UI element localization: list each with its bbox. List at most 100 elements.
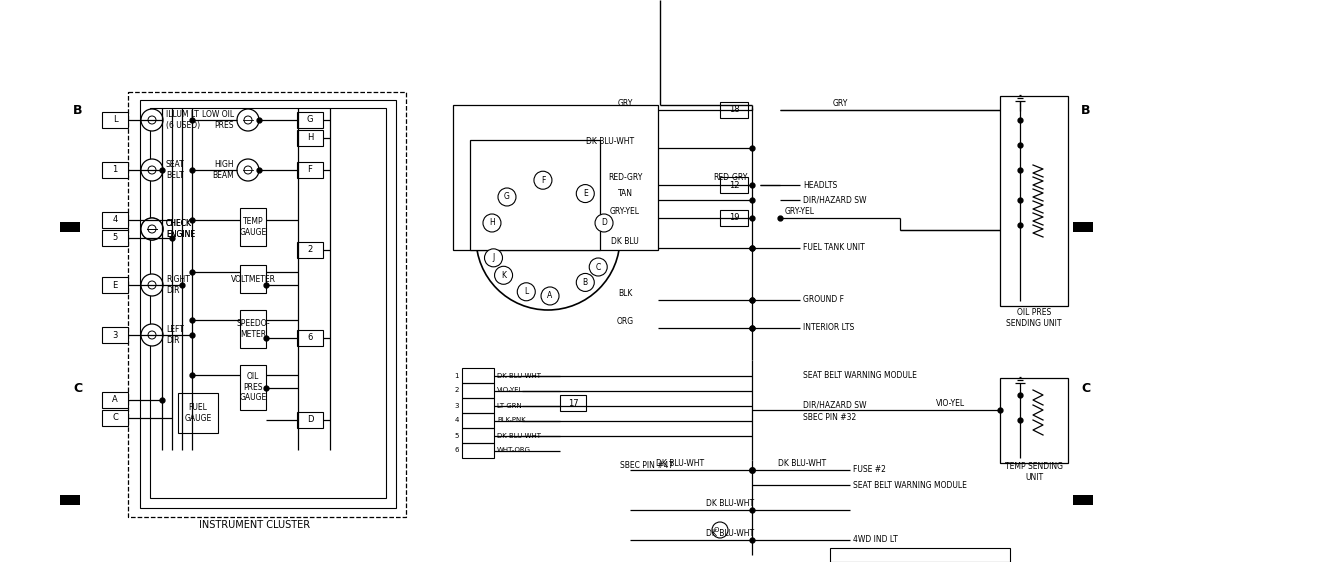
Text: D: D	[307, 415, 313, 424]
Text: C: C	[112, 414, 117, 423]
Text: WHT-ORG: WHT-ORG	[497, 447, 531, 454]
Text: GRY-YEL: GRY-YEL	[611, 206, 640, 215]
Bar	[240, 365, 267, 410]
Bar	[830, 548, 1010, 562]
Text: C: C	[596, 262, 601, 271]
Text: DK BLU-WHT: DK BLU-WHT	[778, 459, 826, 468]
Text: 19: 19	[729, 214, 740, 223]
Text: SBEC PIN #47: SBEC PIN #47	[620, 460, 673, 469]
Circle shape	[148, 166, 156, 174]
Text: VIO-YEL: VIO-YEL	[936, 398, 965, 407]
Text: DK BLU-WHT: DK BLU-WHT	[706, 498, 754, 507]
Circle shape	[535, 171, 552, 189]
Bar	[103, 410, 128, 426]
Text: SEAT
BELT: SEAT BELT	[167, 160, 185, 180]
Text: B: B	[73, 103, 83, 116]
Bar	[140, 100, 396, 508]
Bar	[1000, 96, 1068, 306]
Text: CHECK
ENGINE: CHECK ENGINE	[167, 219, 195, 239]
Circle shape	[148, 116, 156, 124]
Text: TEMP
GAUGE: TEMP GAUGE	[240, 217, 267, 237]
Bar	[103, 327, 128, 343]
Bar	[240, 208, 267, 246]
Text: VOLTMETER: VOLTMETER	[231, 274, 276, 283]
Circle shape	[237, 109, 259, 131]
Text: G: G	[504, 193, 511, 202]
Text: RED-GRY: RED-GRY	[713, 174, 748, 183]
Text: GRY-YEL: GRY-YEL	[785, 206, 814, 215]
Circle shape	[244, 166, 252, 174]
Text: CHECK
ENGINE: CHECK ENGINE	[167, 219, 195, 239]
Bar	[720, 102, 748, 118]
Circle shape	[148, 225, 156, 233]
Circle shape	[141, 159, 163, 181]
Text: GRY: GRY	[832, 98, 848, 107]
Bar	[103, 277, 128, 293]
Circle shape	[476, 166, 620, 310]
Bar	[151, 108, 387, 498]
Bar	[103, 212, 128, 228]
Text: 3: 3	[455, 402, 459, 409]
Text: J: J	[492, 253, 495, 262]
Text: SEAT BELT WARNING MODULE: SEAT BELT WARNING MODULE	[802, 370, 917, 379]
Text: RIGHT
DIR: RIGHT DIR	[167, 275, 189, 294]
Text: 17: 17	[568, 398, 579, 407]
Circle shape	[540, 214, 572, 246]
Circle shape	[712, 522, 728, 538]
Text: 4: 4	[112, 215, 117, 224]
Text: GROUND F: GROUND F	[802, 296, 844, 305]
Text: OIL PRES
SENDING UNIT: OIL PRES SENDING UNIT	[1006, 309, 1062, 328]
Text: C: C	[73, 382, 83, 395]
Text: 1: 1	[455, 373, 459, 378]
Circle shape	[148, 331, 156, 339]
Circle shape	[517, 283, 536, 301]
Text: SEAT BELT WARNING MODULE: SEAT BELT WARNING MODULE	[853, 481, 966, 490]
Text: 18: 18	[729, 106, 740, 115]
Circle shape	[141, 274, 163, 296]
Text: DK BLU: DK BLU	[611, 237, 639, 246]
Bar	[103, 392, 128, 408]
Text: LT GRN: LT GRN	[497, 402, 521, 409]
Text: RED-GRY: RED-GRY	[608, 174, 643, 183]
Text: VIO-YEL: VIO-YEL	[497, 388, 524, 393]
Text: 5: 5	[112, 233, 117, 242]
Text: INSTRUMENT CLUSTER: INSTRUMENT CLUSTER	[200, 520, 311, 530]
Text: 2: 2	[455, 388, 459, 393]
Bar	[103, 230, 128, 246]
Text: D: D	[601, 219, 607, 228]
Circle shape	[541, 287, 559, 305]
Text: F: F	[308, 165, 312, 174]
Text: SBEC PIN #32: SBEC PIN #32	[802, 414, 856, 423]
Bar	[103, 112, 128, 128]
Text: DK BLU-WHT: DK BLU-WHT	[706, 528, 754, 537]
Text: OIL
PRES
GAUGE: OIL PRES GAUGE	[240, 372, 267, 402]
Circle shape	[148, 281, 156, 289]
Text: DIR/HAZARD SW: DIR/HAZARD SW	[802, 401, 866, 410]
Circle shape	[484, 249, 503, 267]
Circle shape	[148, 225, 156, 233]
Text: FUEL
GAUGE: FUEL GAUGE	[184, 404, 212, 423]
Text: TAN: TAN	[617, 188, 632, 197]
Bar	[720, 177, 748, 193]
Bar	[453, 105, 659, 250]
Text: BLK: BLK	[617, 288, 632, 297]
Text: L: L	[524, 287, 528, 296]
Text: SPEEDO-
METER: SPEEDO- METER	[236, 319, 269, 339]
Circle shape	[141, 324, 163, 346]
Bar	[240, 310, 267, 348]
Circle shape	[141, 218, 163, 240]
Bar	[720, 210, 748, 226]
Circle shape	[237, 159, 259, 181]
Text: ILLUM LT
(6 USED): ILLUM LT (6 USED)	[167, 110, 200, 130]
Text: 12: 12	[729, 180, 740, 189]
Text: A: A	[548, 292, 553, 301]
Text: 4WD IND LT: 4WD IND LT	[853, 536, 897, 545]
Text: O: O	[713, 527, 718, 533]
Text: L: L	[113, 116, 117, 125]
Bar	[1073, 222, 1093, 232]
Text: LEFT
DIR: LEFT DIR	[167, 325, 184, 345]
Bar	[297, 412, 323, 428]
Text: B: B	[1081, 103, 1090, 116]
Circle shape	[576, 274, 595, 292]
Bar	[560, 395, 587, 411]
